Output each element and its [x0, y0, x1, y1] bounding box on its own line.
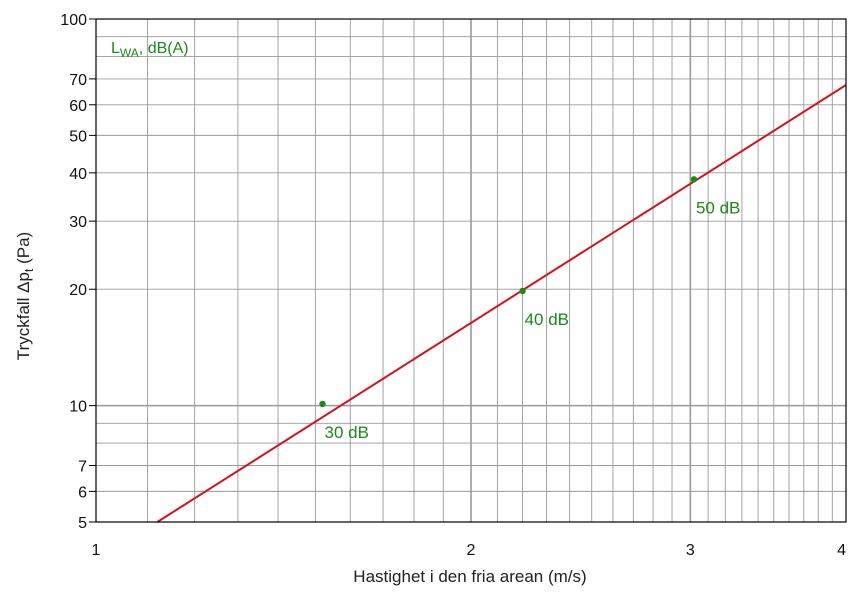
- ticks-layer: 5 6 7 10 20 30 40 50 60 70 100 1 2 3 4: [60, 12, 846, 559]
- plot-frame: [95, 18, 847, 523]
- y-tick-label: 10: [69, 399, 87, 416]
- x-tick-label: 1: [92, 542, 101, 559]
- data-series-line: [156, 84, 847, 523]
- y-tick-label: 6: [78, 484, 87, 501]
- grid-layer: [96, 19, 846, 522]
- y-tick-label: 100: [60, 12, 87, 29]
- y-tick-label: 70: [69, 72, 87, 89]
- x-tick-label: 3: [686, 542, 695, 559]
- x-tick-label: 2: [467, 542, 476, 559]
- data-point-label: 50 dB: [696, 198, 740, 217]
- x-tick-label: 4: [837, 542, 846, 559]
- data-point: [319, 400, 326, 408]
- data-point: [690, 176, 698, 183]
- y-tick-label: 7: [78, 459, 87, 476]
- legend-title: LWA, dB(A): [111, 40, 189, 60]
- data-point: [519, 287, 526, 295]
- data-point-label: 40 dB: [525, 310, 569, 329]
- y-tick-label: 5: [78, 515, 87, 532]
- x-axis-title: Hastighet i den fria arean (m/s): [353, 567, 586, 586]
- data-point-label: 30 dB: [325, 423, 369, 442]
- y-tick-label: 20: [69, 282, 87, 299]
- y-tick-label: 30: [69, 214, 87, 231]
- y-tick-label: 50: [69, 128, 87, 145]
- y-tick-label: 60: [69, 98, 87, 115]
- points-layer: 30 dB 40 dB 50 dB: [319, 176, 740, 442]
- series-layer: [156, 84, 847, 523]
- y-axis-title: Tryckfall Δpt (Pa): [14, 232, 36, 360]
- y-tick-label: 40: [69, 166, 87, 183]
